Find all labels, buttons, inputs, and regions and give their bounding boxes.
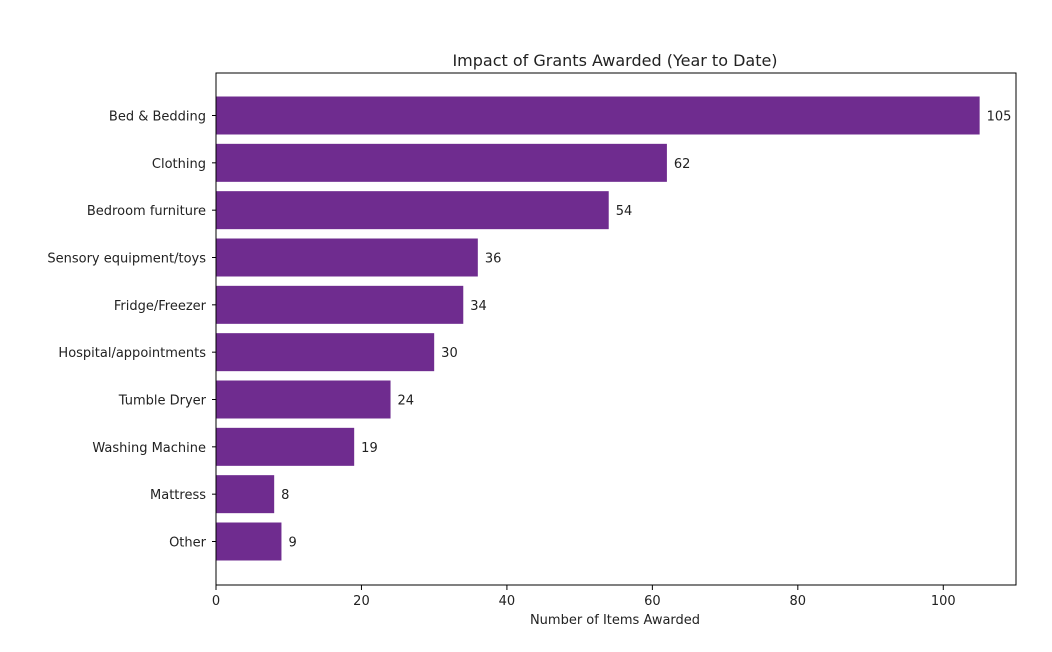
bar [216, 143, 667, 182]
data-label: 54 [616, 204, 633, 219]
y-tick-label: Bedroom furniture [87, 204, 206, 219]
bar [216, 380, 391, 419]
y-tick-label: Clothing [152, 157, 206, 172]
y-tick-label: Hospital/appointments [58, 346, 206, 361]
bar [216, 238, 478, 277]
y-tick-label: Tumble Dryer [118, 394, 207, 409]
y-tick-label: Other [169, 536, 207, 551]
y-tick-label: Fridge/Freezer [114, 299, 207, 314]
data-label: 34 [470, 299, 487, 314]
x-tick-label: 80 [790, 594, 807, 609]
data-label: 8 [281, 488, 289, 503]
x-tick-label: 0 [212, 594, 220, 609]
x-tick-label: 100 [931, 594, 956, 609]
bar [216, 475, 275, 514]
y-tick-label: Sensory equipment/toys [47, 252, 206, 267]
bar [216, 333, 435, 372]
chart-title: Impact of Grants Awarded (Year to Date) [452, 51, 777, 70]
x-tick-label: 20 [353, 594, 370, 609]
plot-area: Bed & Bedding 105 Clothing 62 Bedroom furnit… [47, 72, 1017, 609]
bar [216, 522, 282, 561]
bar [216, 285, 464, 324]
x-tick-label: 40 [499, 594, 516, 609]
data-label: 62 [674, 157, 691, 172]
y-tick-label: Washing Machine [92, 441, 206, 456]
y-tick-label: Bed & Bedding [109, 110, 206, 125]
x-tick-label: 60 [644, 594, 661, 609]
data-label: 24 [398, 394, 415, 409]
data-label: 9 [288, 536, 296, 551]
data-label: 105 [987, 110, 1012, 125]
bar [216, 96, 980, 135]
data-label: 30 [441, 346, 458, 361]
bar [216, 191, 609, 230]
data-label: 36 [485, 252, 502, 267]
y-tick-label: Mattress [150, 488, 206, 503]
x-axis-label: Number of Items Awarded [530, 613, 700, 628]
data-label: 19 [361, 441, 378, 456]
bar [216, 427, 355, 466]
plot-frame [215, 72, 1017, 586]
